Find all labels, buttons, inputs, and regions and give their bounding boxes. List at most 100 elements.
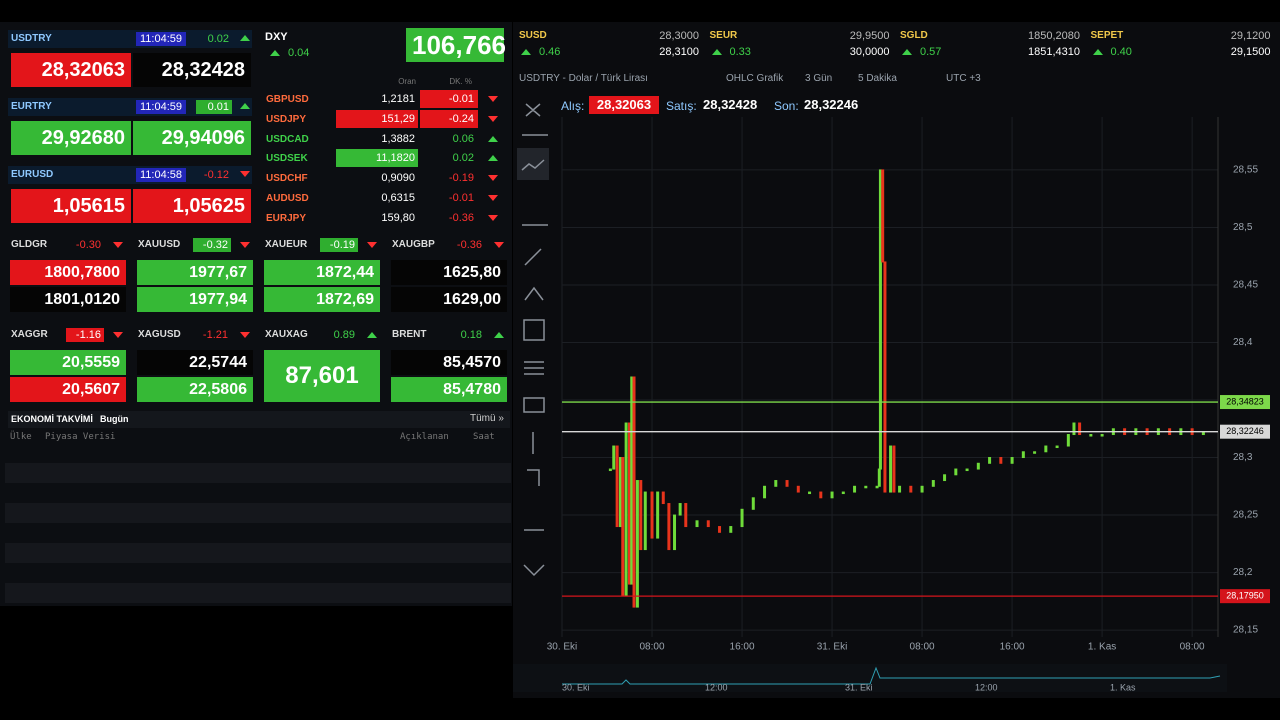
x-tick-label: 30. Eki [547,642,578,653]
col-header: Oran [398,77,416,86]
symbol: SGLD [900,30,928,41]
navigator-label: 12:00 [975,682,998,692]
arrow [902,49,912,55]
candle [667,503,671,551]
change: -0.24 [420,109,478,128]
x-tick-label: 16:00 [1000,642,1025,653]
candle [1010,457,1014,464]
candle [943,474,947,482]
bid: 28,32063 [589,96,659,114]
ask: 1629,00 [391,287,507,312]
symbol: USDCHF [266,173,308,185]
candle [615,445,619,528]
change: 0.18 [460,329,482,341]
symbol: BRENT [392,329,427,340]
navigator-label: 31. Eki [845,682,873,692]
symbol: XAUUSD [138,239,181,250]
navigator-label: 30. Eki [562,682,590,692]
candle [656,491,660,539]
symbol: SUSD [519,30,547,41]
candle [740,508,744,528]
chart-panel [513,22,1280,698]
last: 28,32246 [804,97,859,112]
calendar-all: Tümü » [470,413,504,424]
change: 0.46 [539,46,561,58]
candle [643,491,647,551]
calendar-row [5,583,511,603]
symbol: EURUSD [11,169,54,180]
y-tick-label: 28,4 [1233,337,1253,348]
bid: 20,5559 [10,350,126,375]
symbol: EURJPY [266,212,307,224]
candle [892,445,896,493]
calendar-col: Ülke [10,432,32,442]
change: 0.02 [207,33,229,45]
candle [650,491,654,539]
toolbar-item: 3 Gün [805,73,833,84]
candle [877,468,881,487]
candle [763,485,767,499]
arrow [240,35,250,41]
x-tick-label: 08:00 [910,642,935,653]
calendar-col: Açıklanan [400,432,449,442]
candle [830,491,834,499]
change: 0.40 [1110,46,1132,58]
arrow [367,332,377,338]
arrow [367,242,377,248]
ask: 28,32428 [703,97,758,112]
arrow [494,332,504,338]
arrow [113,332,123,338]
calendar-row [5,543,511,563]
symbol: USDJPY [266,113,307,125]
candle [1021,451,1025,459]
change: 0.89 [333,329,355,341]
candle [1072,422,1076,436]
candle [1201,431,1205,436]
bid: 28,32063 [11,53,131,87]
symbol: GLDGR [11,239,48,250]
ask: 1851,4310 [1028,46,1080,58]
level-tag [1220,424,1270,439]
ask: 20,5607 [10,377,126,402]
change: -0.36 [448,211,474,224]
bid: 1625,80 [391,260,507,285]
change: -1.16 [66,328,104,342]
bid: 1977,67 [137,260,253,285]
navigator-label: 1. Kas [1110,682,1136,692]
x-tick-label: 31. Eki [817,642,848,653]
candle [718,526,722,533]
candle [673,514,677,551]
candle [661,491,665,505]
arrow [240,171,250,177]
bid: 1800,7800 [10,260,126,285]
change: 0.33 [729,46,751,58]
candle [774,480,778,487]
bid: 29,1200 [1230,30,1271,42]
rate: 151,29 [336,109,418,128]
arrow [488,96,498,102]
candle [999,457,1003,464]
toolbar-item: OHLC Grafik [726,73,784,84]
symbol: EURTRY [11,101,52,112]
ask: 29,94096 [133,121,251,155]
arrow [488,195,498,201]
change: -0.30 [75,239,101,251]
candle [695,520,699,528]
change: -0.01 [448,192,474,204]
symbol: XAUXAG [265,329,308,340]
candle [889,445,893,493]
calendar-scope: Bugün [100,414,129,424]
candle [988,457,992,464]
change: -0.36 [456,239,482,251]
candle [1078,422,1082,436]
ask: 1801,0120 [10,287,126,312]
bid-label: Alış: [561,99,585,113]
arrow [240,242,250,248]
ask: 85,4780 [391,377,507,402]
candle [881,169,885,263]
ask: 1977,94 [137,287,253,312]
symbol: DXY [265,31,288,43]
candle [1066,434,1070,447]
ask-label: Satış: [666,99,697,113]
